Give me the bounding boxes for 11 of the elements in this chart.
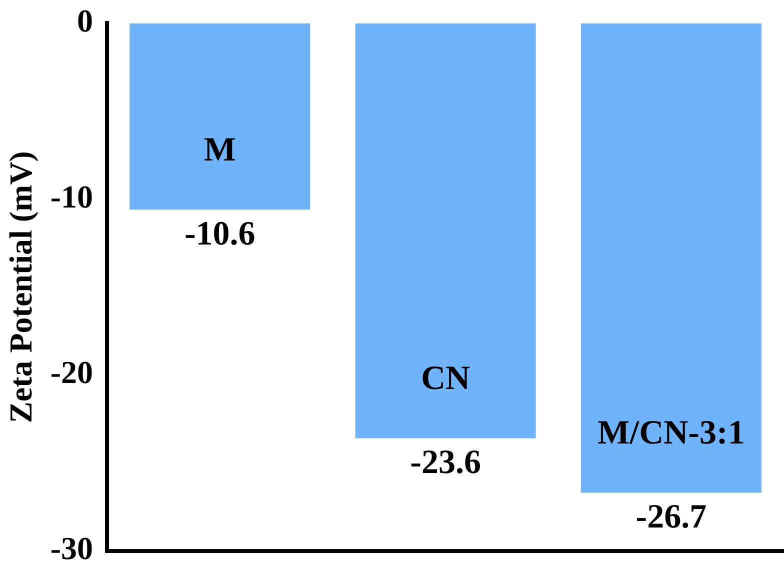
data-label: -26.7: [636, 498, 707, 536]
y-axis-title: Zeta Potential (mV): [2, 151, 38, 423]
data-label: -23.6: [410, 444, 481, 482]
data-label: -10.6: [184, 215, 256, 252]
x-tick-label: M: [204, 131, 236, 168]
y-tick-label: -20: [50, 354, 94, 390]
x-tick-label: CN: [420, 360, 471, 398]
y-tick-label: 0: [77, 2, 94, 38]
x-tick-label: M/CN-3:1: [598, 414, 745, 452]
y-tick-label: -30: [50, 530, 94, 566]
y-tick-label: -10: [50, 178, 94, 214]
